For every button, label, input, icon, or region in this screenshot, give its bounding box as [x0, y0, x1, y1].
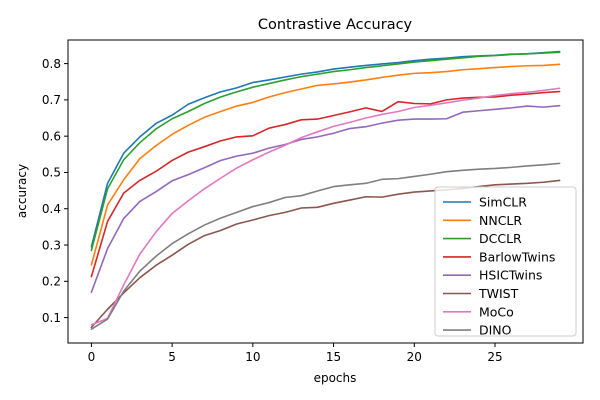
legend-label: NNCLR [479, 213, 522, 228]
x-tick-label: 10 [245, 350, 260, 364]
series-line-dino [90, 162, 561, 331]
x-tick-label: 20 [407, 350, 422, 364]
series-line-hsictwins [90, 104, 561, 294]
y-tick-label: 0.6 [42, 129, 61, 143]
y-tick-label: 0.5 [42, 166, 61, 180]
chart-title: Contrastive Accuracy [258, 17, 413, 33]
y-axis: 0.1 0.2 0.3 0.4 0.5 0.6 0.7 0.8 [42, 57, 68, 325]
x-tick-label: 25 [487, 350, 502, 364]
x-tick-label: 5 [168, 350, 176, 364]
x-axis-label: epochs [314, 371, 357, 385]
y-tick-label: 0.8 [42, 57, 61, 71]
legend-label: DINO [479, 323, 512, 338]
plot-frame [67, 39, 584, 344]
series-line-nnclr [90, 63, 561, 266]
x-tick-label: 15 [326, 350, 341, 364]
legend: SimCLR NNCLR DCCLR BarlowTwins HSICTwins TWIS… [434, 186, 577, 338]
series-line-twist [90, 179, 561, 329]
legend-label: TWIST [478, 286, 519, 301]
x-axis: 0 5 10 15 20 25 [88, 343, 503, 364]
y-tick-label: 0.1 [42, 311, 61, 325]
y-tick-label: 0.7 [42, 93, 61, 107]
series-line-moco [90, 87, 561, 326]
series-line-dcclr [90, 51, 561, 252]
legend-label: DCCLR [479, 231, 522, 246]
y-tick-label: 0.4 [42, 202, 61, 216]
x-tick-label: 0 [88, 350, 96, 364]
legend-label: BarlowTwins [479, 249, 555, 264]
legend-box [434, 186, 577, 337]
legend-label: MoCo [479, 304, 514, 319]
y-axis-label: accuracy [15, 164, 29, 218]
legend-label: HSICTwins [479, 268, 542, 283]
legend-label: SimCLR [479, 195, 527, 210]
y-tick-label: 0.2 [42, 275, 61, 289]
y-tick-label: 0.3 [42, 238, 61, 252]
series-layer [90, 50, 561, 331]
